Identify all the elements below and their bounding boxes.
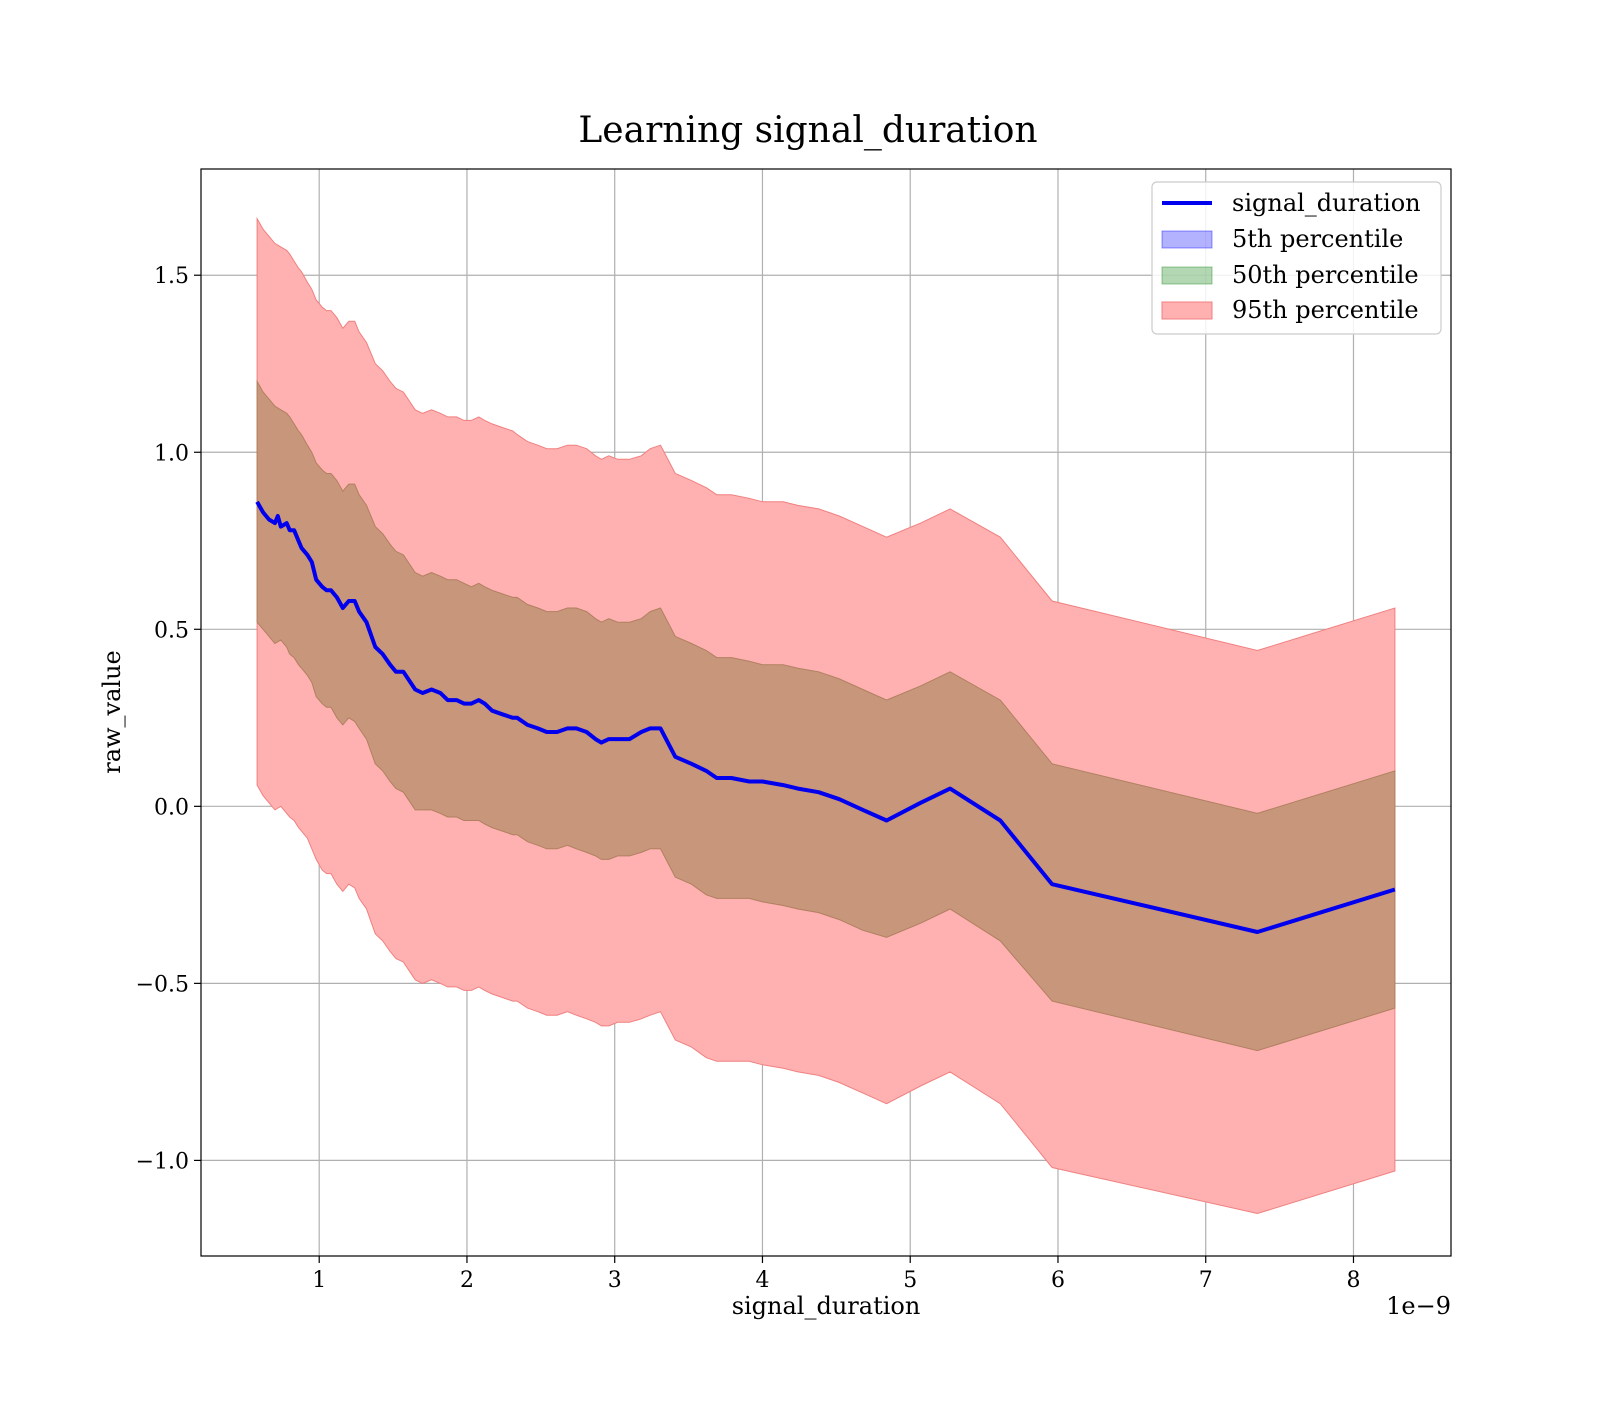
y-tick-label: 0.0	[154, 795, 189, 820]
tick-layer: 1 2 3 4 5 6 7 8 −1.0 −0.5 0.0 0.5 1.0 1.5	[136, 264, 1361, 1293]
x-offset-label: 1e−9	[1386, 1292, 1451, 1320]
chart-title: Learning signal_duration	[578, 110, 1037, 151]
x-tick-label: 1	[312, 1268, 326, 1293]
y-tick-label: −0.5	[136, 972, 189, 997]
x-axis-label: signal_duration	[732, 1292, 921, 1320]
x-tick-label: 6	[1051, 1268, 1065, 1293]
y-tick-label: 0.5	[154, 618, 189, 643]
x-tick-label: 2	[460, 1268, 474, 1293]
plot-frame	[200, 168, 1452, 1257]
legend-label-95th: 95th percentile	[1232, 296, 1419, 324]
legend-label-line: signal_duration	[1232, 189, 1421, 217]
line-layer	[255, 500, 1396, 934]
band-50th-percentile	[256, 379, 1396, 1052]
legend-swatch-5th	[1161, 230, 1213, 249]
x-tick-label: 7	[1199, 1268, 1213, 1293]
y-axis-label: raw_value	[98, 650, 126, 774]
legend-swatch-50th	[1161, 266, 1213, 285]
y-tick-label: −1.0	[136, 1149, 189, 1174]
legend-swatch-95th	[1161, 301, 1213, 320]
legend-label-50th: 50th percentile	[1232, 261, 1419, 289]
series-line-signal-duration	[255, 500, 1396, 934]
x-tick-label: 4	[755, 1268, 769, 1293]
y-tick-label: 1.0	[154, 441, 189, 466]
legend-frame	[1151, 181, 1442, 335]
legend: signal_duration 5th percentile 50th perc…	[1151, 181, 1442, 335]
x-tick-label: 3	[608, 1268, 622, 1293]
band-layer	[256, 216, 1396, 1215]
x-tick-label: 8	[1346, 1268, 1360, 1293]
legend-label-5th: 5th percentile	[1232, 225, 1403, 253]
y-tick-label: 1.5	[154, 264, 189, 289]
x-tick-label: 5	[903, 1268, 917, 1293]
